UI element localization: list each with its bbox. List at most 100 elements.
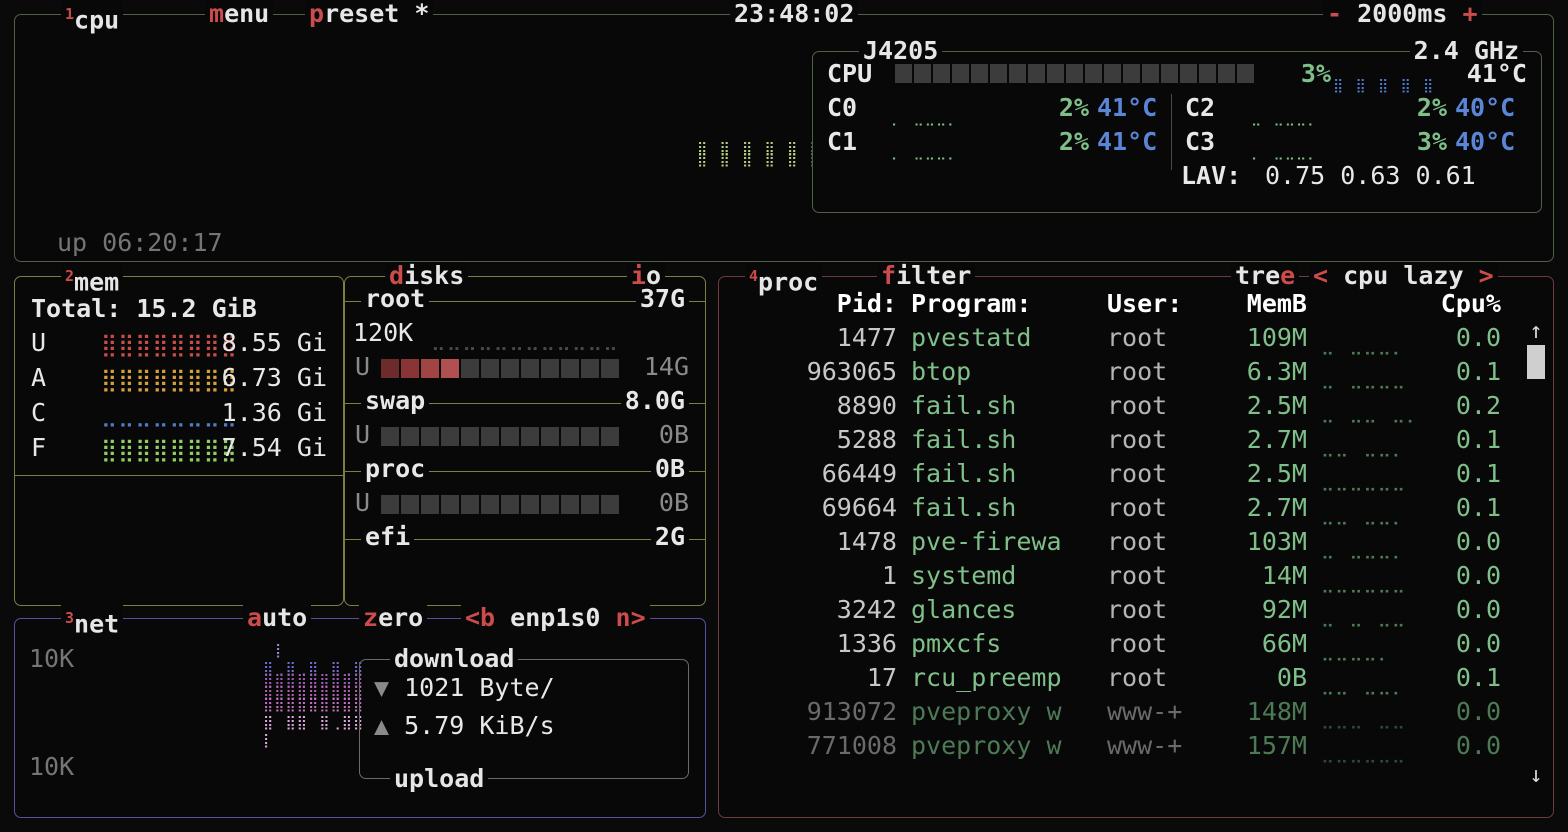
cell-program: pveproxy w xyxy=(911,697,1062,726)
disk-name: efi xyxy=(361,523,415,551)
cell-program: pve-firewa xyxy=(911,527,1062,556)
cpu-meter-block xyxy=(971,64,988,83)
net-zero-button[interactable]: zero xyxy=(359,604,428,632)
column-header-cpu[interactable]: Cpu% xyxy=(1440,289,1501,318)
table-row[interactable]: 3242 glances root 92M ⣀⠀⣀⠀⣀⣀ 0.0 xyxy=(719,593,1553,627)
menu-button[interactable]: menu xyxy=(205,0,274,28)
table-row[interactable]: 66449 fail.sh root 2.5M ⣀⣀⣀⣀⣀⣀ 0.1 xyxy=(719,457,1553,491)
net-prev-iface-button[interactable]: <b xyxy=(465,603,496,632)
sort-next-button[interactable]: > xyxy=(1478,261,1494,290)
disk-separator xyxy=(345,301,705,302)
sort-prev-button[interactable]: < xyxy=(1313,261,1329,290)
cpu-meter-block xyxy=(1047,64,1064,83)
net-download-label: download xyxy=(390,645,519,673)
cell-memory: 103M xyxy=(1246,527,1307,556)
mem-panel-title[interactable]: 2mem xyxy=(61,262,124,297)
disk-meter-block xyxy=(501,427,519,446)
table-row[interactable]: 771008 pveproxy w www-+ 157M ⣀⣀⣀⣀⣀⣀ 0.0 xyxy=(719,729,1553,763)
preset-button[interactable]: preset * xyxy=(305,0,434,28)
table-row[interactable]: 17 rcu_preemp root 0B ⣀⣀⠀⣀⣀⡀ 0.1 xyxy=(719,661,1553,695)
interval-decrease-button[interactable]: - xyxy=(1327,0,1343,28)
core-2-label: C2 xyxy=(1185,93,1216,122)
cpu-meter-block xyxy=(1180,64,1197,83)
proc-filter-input[interactable]: filter xyxy=(877,262,976,290)
cpu-meter-block xyxy=(1009,64,1026,83)
cell-cpu-percent: 0.2 xyxy=(1455,391,1501,420)
cell-user: www-+ xyxy=(1107,697,1183,726)
table-row[interactable]: 1478 pve-firewa root 103M ⣀⠀⣀⣀⣀⡀ 0.0 xyxy=(719,525,1553,559)
cpu-total-meter xyxy=(895,64,1256,83)
mem-panel-label: mem xyxy=(74,267,120,297)
disk-meter-block xyxy=(421,427,439,446)
net-auto-button[interactable]: auto xyxy=(243,604,312,632)
cpu-meter-block xyxy=(1028,64,1045,83)
scroll-down-icon[interactable]: ↓ xyxy=(1529,763,1543,788)
net-upload-rate: 5.79 KiB/s xyxy=(404,711,555,740)
cell-memory: 148M xyxy=(1246,697,1307,726)
cell-pid: 3242 xyxy=(836,595,897,624)
disk-meter-block xyxy=(401,359,419,378)
cpu-panel: 1cpu menu preset * 23:48:02 - 2000ms + ⣿… xyxy=(14,0,1554,262)
disk-free-value: 0B xyxy=(658,488,689,517)
core-0-temp: 41°C xyxy=(1097,93,1158,122)
scrollbar-thumb[interactable] xyxy=(1527,345,1545,379)
cell-cpu-percent: 0.1 xyxy=(1455,357,1501,386)
preset-modified-marker: * xyxy=(414,0,430,28)
mem-row-graph: ⣿⣿⣿⣿⣿⣿⣿⣿ xyxy=(101,368,238,393)
mem-row-value: 1.36 Gi xyxy=(221,398,327,427)
disk-io-value: 120K xyxy=(353,318,414,347)
proc-header-row: Pid: Program: User: MemB Cpu% xyxy=(719,287,1553,321)
table-row[interactable]: 1477 pvestatd root 109M ⣀⠀⣀⣀⣀⡀ 0.0 xyxy=(719,321,1553,355)
table-row[interactable]: 8890 fail.sh root 2.5M ⣀⠀⣀⣀⠀⣀⡀ 0.2 xyxy=(719,389,1553,423)
core-0-label: C0 xyxy=(827,93,858,122)
cell-user: root xyxy=(1107,493,1168,522)
cell-user: root xyxy=(1107,663,1168,692)
column-header-program[interactable]: Program: xyxy=(911,289,1032,318)
cell-cpu-graph: ⣀⠀⣀⣀⠀⣀⡀ xyxy=(1321,403,1421,424)
mem-total-value: 15.2 GiB xyxy=(136,294,257,323)
table-row[interactable]: 1 systemd root 14M ⣀⣀⣀⣀⣀⣀ 0.0 xyxy=(719,559,1553,593)
interval-increase-button[interactable]: + xyxy=(1462,0,1478,28)
table-row[interactable]: 69664 fail.sh root 2.7M ⣀⣀⠀⣀⣀⡀ 0.1 xyxy=(719,491,1553,525)
cell-user: root xyxy=(1107,629,1168,658)
cpu-meter-block xyxy=(914,64,931,83)
net-panel-title[interactable]: 3net xyxy=(61,604,124,639)
cpu-panel-title[interactable]: 1cpu xyxy=(61,0,124,35)
cell-memory: 157M xyxy=(1246,731,1307,760)
disk-name: root xyxy=(361,285,430,313)
disk-separator xyxy=(345,471,705,472)
core-2-temp: 40°C xyxy=(1455,93,1516,122)
net-rates-box: download upload ▼ 1021 Byte/ ▲ 5.79 KiB/… xyxy=(359,645,689,793)
cpu-total-label: CPU xyxy=(827,59,873,88)
cell-program: fail.sh xyxy=(911,493,1017,522)
scroll-up-icon[interactable]: ↑ xyxy=(1529,319,1543,344)
core-1-percent: 2% xyxy=(1058,127,1089,156)
table-row[interactable]: 1336 pmxcfs root 66M ⣀⣀⣀⣀⡀ 0.0 xyxy=(719,627,1553,661)
update-interval-control[interactable]: - 2000ms + xyxy=(1323,0,1482,28)
core-1-temp: 41°C xyxy=(1097,127,1158,156)
disk-free-value: 0B xyxy=(658,420,689,449)
disk-meter-block xyxy=(461,359,479,378)
disk-meter-block xyxy=(441,427,459,446)
column-header-pid[interactable]: Pid: xyxy=(836,289,897,318)
proc-tree-toggle[interactable]: tree xyxy=(1231,262,1300,290)
proc-scrollbar[interactable]: ↑ ↓ xyxy=(1527,321,1545,787)
cell-cpu-percent: 0.0 xyxy=(1455,697,1501,726)
table-row[interactable]: 913072 pveproxy w www-+ 148M ⣀⣀⣀⠀⣀⣀ 0.0 xyxy=(719,695,1553,729)
disk-size: 0B xyxy=(650,455,689,483)
table-row[interactable]: 5288 fail.sh root 2.7M ⣀⣀⠀⣀⣀⡀ 0.1 xyxy=(719,423,1553,457)
disk-meter-block xyxy=(601,427,619,446)
table-row[interactable]: 963065 btop root 6.3M ⣀⠀⣀⣀⣀⣀ 0.1 xyxy=(719,355,1553,389)
net-panel-hotkey: 3 xyxy=(65,609,75,627)
proc-sort-selector[interactable]: < cpu lazy > xyxy=(1309,262,1498,290)
net-next-iface-button[interactable]: n> xyxy=(615,603,646,632)
proc-panel-title[interactable]: 4proc xyxy=(745,262,823,297)
column-header-user[interactable]: User: xyxy=(1107,289,1183,318)
cell-memory: 2.5M xyxy=(1246,459,1307,488)
disk-meter-block xyxy=(421,495,439,514)
mem-panel-hotkey: 2 xyxy=(65,267,75,285)
cell-memory: 0B xyxy=(1276,663,1307,692)
net-interface-selector[interactable]: <b enp1s0 n> xyxy=(461,604,650,632)
column-header-memb[interactable]: MemB xyxy=(1246,289,1307,318)
cell-memory: 92M xyxy=(1261,595,1307,624)
